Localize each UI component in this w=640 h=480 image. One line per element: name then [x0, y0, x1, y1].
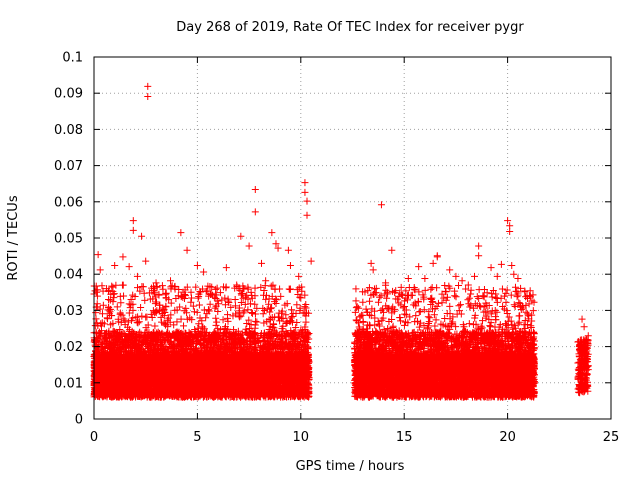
data-points: [90, 82, 592, 401]
data-point: [429, 259, 437, 267]
data-point: [216, 289, 224, 297]
data-point: [272, 240, 280, 248]
data-point: [167, 277, 175, 285]
data-point: [192, 283, 200, 291]
data-point: [514, 275, 522, 283]
data-point: [245, 242, 253, 250]
data-point: [415, 263, 423, 271]
data-point: [257, 283, 265, 291]
data-point: [251, 208, 259, 216]
data-point: [132, 313, 140, 321]
data-point: [446, 266, 454, 274]
data-point: [452, 272, 460, 280]
data-point: [183, 246, 191, 254]
data-point: [367, 259, 375, 267]
grid-lines: [94, 57, 611, 419]
data-point: [212, 321, 220, 329]
data-point: [487, 264, 495, 272]
data-point: [274, 244, 282, 252]
data-point: [244, 306, 252, 314]
data-point: [458, 277, 466, 285]
data-point: [464, 281, 472, 289]
data-point: [303, 197, 311, 205]
data-point: [240, 307, 248, 315]
data-point: [471, 272, 479, 280]
data-point: [133, 284, 141, 292]
data-point: [237, 232, 245, 240]
data-point: [200, 268, 208, 276]
data-point: [288, 306, 296, 314]
data-point: [158, 282, 166, 290]
data-point: [251, 185, 259, 193]
data-point: [138, 232, 146, 240]
data-point: [301, 188, 309, 196]
data-point: [251, 284, 259, 292]
data-point: [295, 272, 303, 280]
data-point: [129, 217, 137, 225]
data-point: [302, 318, 310, 326]
data-point: [286, 285, 294, 293]
data-point: [506, 227, 514, 235]
data-point: [117, 299, 125, 307]
data-point: [421, 275, 429, 283]
data-point: [119, 253, 127, 261]
data-point: [206, 300, 214, 308]
data-point: [144, 92, 152, 100]
data-point: [142, 257, 150, 265]
data-point: [497, 260, 505, 268]
data-point: [286, 262, 294, 270]
data-point: [96, 266, 104, 274]
data-point: [580, 323, 588, 331]
data-point: [151, 322, 159, 330]
data-point: [303, 211, 311, 219]
data-point: [578, 315, 586, 323]
data-point: [111, 262, 119, 270]
data-point: [141, 296, 149, 304]
data-point: [113, 303, 121, 311]
data-point: [134, 319, 142, 327]
data-point: [177, 229, 185, 237]
data-point: [475, 252, 483, 260]
data-point: [493, 272, 501, 280]
data-point: [475, 242, 483, 250]
data-point: [167, 299, 175, 307]
data-point: [307, 257, 315, 265]
data-point: [377, 201, 385, 209]
data-point: [504, 217, 512, 225]
data-point: [508, 262, 516, 270]
data-point: [213, 318, 221, 326]
data-point: [133, 272, 141, 280]
data-point: [369, 266, 377, 274]
data-point: [94, 251, 102, 259]
data-point: [388, 246, 396, 254]
data-point: [258, 259, 266, 267]
data-point: [129, 226, 137, 234]
data-point: [193, 262, 201, 270]
data-point: [125, 263, 133, 271]
data-point: [222, 264, 230, 272]
data-point: [301, 179, 309, 187]
data-point: [152, 279, 160, 287]
data-point: [510, 270, 518, 278]
data-point: [212, 314, 220, 322]
data-point: [404, 275, 412, 283]
data-point: [144, 82, 152, 90]
data-point: [268, 229, 276, 237]
data-point: [433, 253, 441, 261]
data-point: [284, 246, 292, 254]
data-point: [253, 304, 261, 312]
